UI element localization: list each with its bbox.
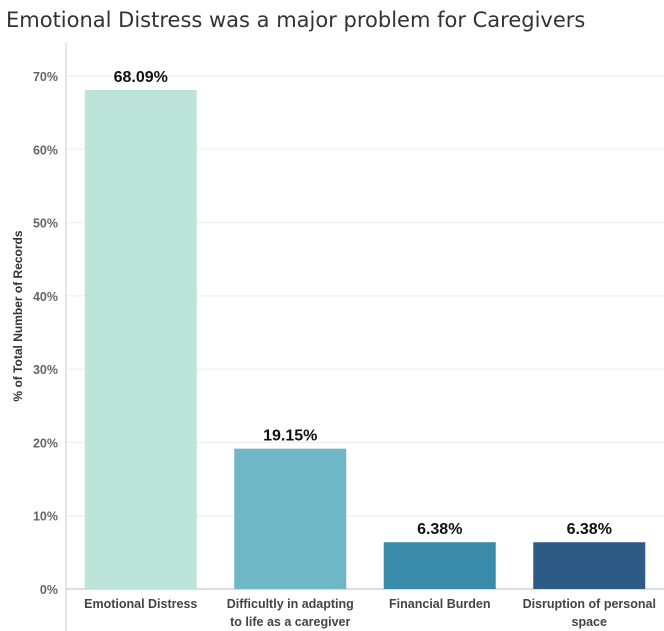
bars <box>84 89 646 590</box>
y-tick-label: 50% <box>33 217 58 231</box>
y-axis-ticks: 0% 10% 20% 30% 40% 50% 60% 70% <box>33 70 58 597</box>
category-label: Emotional Distress <box>84 597 197 611</box>
y-tick-label: 0% <box>40 583 58 597</box>
y-tick-label: 70% <box>33 70 58 84</box>
y-tick-label: 30% <box>33 363 58 377</box>
chart-title: Emotional Distress was a major problem f… <box>6 8 586 32</box>
data-label: 68.09% <box>114 69 168 86</box>
data-labels: 68.09% 19.15% 6.38% 6.38% <box>114 69 612 538</box>
category-labels: Emotional Distress Difficultly in adaptin… <box>84 597 656 629</box>
data-label: 6.38% <box>567 521 612 538</box>
bar <box>533 542 646 589</box>
y-tick-label: 60% <box>33 143 58 157</box>
category-label: Difficultly in adapting <box>227 597 354 611</box>
y-tick-label: 40% <box>33 290 58 304</box>
bar <box>84 89 197 590</box>
category-label: to life as a caregiver <box>230 615 350 629</box>
data-label: 6.38% <box>417 521 462 538</box>
y-axis-label: % of Total Number of Records <box>11 230 25 401</box>
y-tick-label: 10% <box>33 510 58 524</box>
bar <box>383 542 496 589</box>
data-label: 19.15% <box>263 428 317 445</box>
y-tick-label: 20% <box>33 436 58 450</box>
category-label: Disruption of personal <box>523 597 656 611</box>
category-label: space <box>572 615 607 629</box>
bar <box>234 448 347 589</box>
category-label: Financial Burden <box>389 597 490 611</box>
